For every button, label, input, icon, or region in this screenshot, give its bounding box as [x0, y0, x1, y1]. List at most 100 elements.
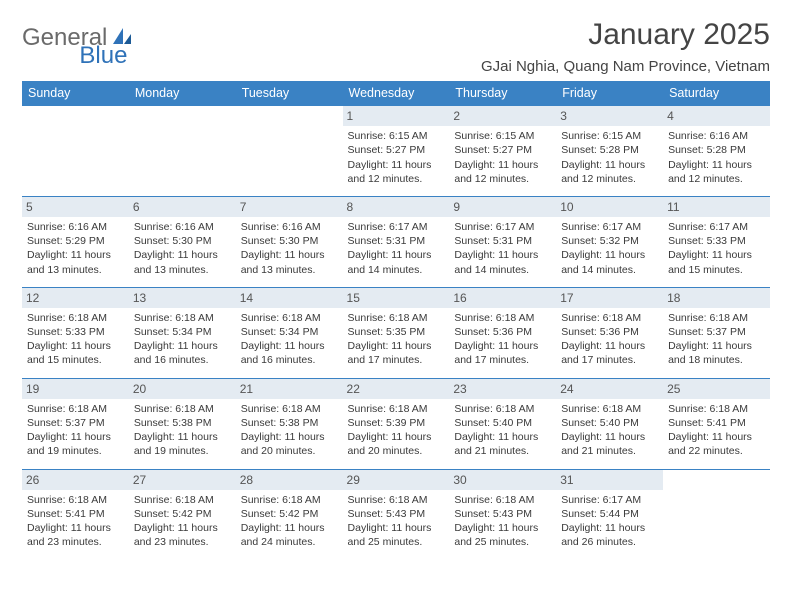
daylight-line-1: Daylight: 11 hours: [561, 248, 658, 262]
sunset-line: Sunset: 5:41 PM: [668, 416, 765, 430]
daylight-line-2: and 15 minutes.: [668, 263, 765, 277]
sunrise-line: Sunrise: 6:18 AM: [134, 402, 231, 416]
sunrise-line: Sunrise: 6:17 AM: [561, 220, 658, 234]
sunrise-line: Sunrise: 6:18 AM: [454, 402, 551, 416]
sunset-line: Sunset: 5:43 PM: [348, 507, 445, 521]
sunset-line: Sunset: 5:44 PM: [561, 507, 658, 521]
calendar-cell: 4Sunrise: 6:16 AMSunset: 5:28 PMDaylight…: [663, 106, 770, 197]
daylight-line-2: and 21 minutes.: [454, 444, 551, 458]
sunrise-line: Sunrise: 6:18 AM: [668, 311, 765, 325]
sunrise-line: Sunrise: 6:17 AM: [668, 220, 765, 234]
daylight-line-2: and 13 minutes.: [241, 263, 338, 277]
day-number: 6: [129, 197, 236, 217]
sunrise-line: Sunrise: 6:18 AM: [27, 311, 124, 325]
calendar-cell: 30Sunrise: 6:18 AMSunset: 5:43 PMDayligh…: [449, 469, 556, 559]
sunset-line: Sunset: 5:37 PM: [668, 325, 765, 339]
daylight-line-1: Daylight: 11 hours: [27, 248, 124, 262]
daylight-line-2: and 16 minutes.: [241, 353, 338, 367]
calendar-cell: 29Sunrise: 6:18 AMSunset: 5:43 PMDayligh…: [343, 469, 450, 559]
day-number: 22: [343, 379, 450, 399]
weekday-header: Friday: [556, 81, 663, 106]
daylight-line-1: Daylight: 11 hours: [348, 158, 445, 172]
daylight-line-2: and 13 minutes.: [27, 263, 124, 277]
day-number: 25: [663, 379, 770, 399]
day-number: 8: [343, 197, 450, 217]
calendar-cell: 8Sunrise: 6:17 AMSunset: 5:31 PMDaylight…: [343, 196, 450, 287]
sunrise-line: Sunrise: 6:18 AM: [241, 311, 338, 325]
daylight-line-2: and 24 minutes.: [241, 535, 338, 549]
daylight-line-1: Daylight: 11 hours: [454, 521, 551, 535]
sunset-line: Sunset: 5:33 PM: [668, 234, 765, 248]
sunset-line: Sunset: 5:33 PM: [27, 325, 124, 339]
calendar-cell: 26Sunrise: 6:18 AMSunset: 5:41 PMDayligh…: [22, 469, 129, 559]
weekday-header: Wednesday: [343, 81, 450, 106]
calendar-row: 26Sunrise: 6:18 AMSunset: 5:41 PMDayligh…: [22, 469, 770, 559]
day-number: 5: [22, 197, 129, 217]
sunset-line: Sunset: 5:30 PM: [134, 234, 231, 248]
daylight-line-2: and 14 minutes.: [561, 263, 658, 277]
daylight-line-2: and 25 minutes.: [454, 535, 551, 549]
calendar-cell: 24Sunrise: 6:18 AMSunset: 5:40 PMDayligh…: [556, 378, 663, 469]
sunrise-line: Sunrise: 6:16 AM: [27, 220, 124, 234]
day-number: 16: [449, 288, 556, 308]
daylight-line-2: and 12 minutes.: [348, 172, 445, 186]
sunrise-line: Sunrise: 6:18 AM: [27, 493, 124, 507]
sunrise-line: Sunrise: 6:16 AM: [241, 220, 338, 234]
weekday-header: Thursday: [449, 81, 556, 106]
day-number: 10: [556, 197, 663, 217]
day-number: 14: [236, 288, 343, 308]
sunset-line: Sunset: 5:32 PM: [561, 234, 658, 248]
daylight-line-1: Daylight: 11 hours: [668, 158, 765, 172]
day-number: 23: [449, 379, 556, 399]
sunrise-line: Sunrise: 6:18 AM: [241, 402, 338, 416]
calendar-cell: 1Sunrise: 6:15 AMSunset: 5:27 PMDaylight…: [343, 106, 450, 197]
daylight-line-1: Daylight: 11 hours: [134, 248, 231, 262]
sunset-line: Sunset: 5:38 PM: [241, 416, 338, 430]
sunset-line: Sunset: 5:27 PM: [454, 143, 551, 157]
daylight-line-2: and 23 minutes.: [27, 535, 124, 549]
daylight-line-2: and 14 minutes.: [454, 263, 551, 277]
sunset-line: Sunset: 5:30 PM: [241, 234, 338, 248]
sunrise-line: Sunrise: 6:18 AM: [27, 402, 124, 416]
sunrise-line: Sunrise: 6:18 AM: [134, 311, 231, 325]
day-number: 1: [343, 106, 450, 126]
calendar-cell: 19Sunrise: 6:18 AMSunset: 5:37 PMDayligh…: [22, 378, 129, 469]
daylight-line-2: and 17 minutes.: [454, 353, 551, 367]
calendar-row: 1 Sunrise: 6:15 AM Sunset: 5:27 PM Daylight…: [22, 106, 770, 197]
daylight-line-2: and 16 minutes.: [134, 353, 231, 367]
daylight-line-2: and 23 minutes.: [134, 535, 231, 549]
daylight-line-1: Daylight: 11 hours: [27, 339, 124, 353]
day-number: 3: [556, 106, 663, 126]
daylight-line-2: and 21 minutes.: [561, 444, 658, 458]
daylight-line-1: Daylight: 11 hours: [348, 430, 445, 444]
calendar-cell: 21Sunrise: 6:18 AMSunset: 5:38 PMDayligh…: [236, 378, 343, 469]
calendar-cell: 27Sunrise: 6:18 AMSunset: 5:42 PMDayligh…: [129, 469, 236, 559]
daylight-line-1: Daylight: 11 hours: [348, 248, 445, 262]
daylight-line-1: Daylight: 11 hours: [561, 521, 658, 535]
calendar-cell: 7Sunrise: 6:16 AMSunset: 5:30 PMDaylight…: [236, 196, 343, 287]
sunset-line: Sunset: 5:40 PM: [454, 416, 551, 430]
calendar-cell: 2Sunrise: 6:15 AMSunset: 5:27 PMDaylight…: [449, 106, 556, 197]
day-number: 7: [236, 197, 343, 217]
calendar-cell: 25Sunrise: 6:18 AMSunset: 5:41 PMDayligh…: [663, 378, 770, 469]
sunrise-line: Sunrise: 6:15 AM: [561, 129, 658, 143]
sunset-line: Sunset: 5:28 PM: [561, 143, 658, 157]
calendar-cell: 13Sunrise: 6:18 AMSunset: 5:34 PMDayligh…: [129, 287, 236, 378]
daylight-line-1: Daylight: 11 hours: [348, 521, 445, 535]
sunrise-line: Sunrise: 6:18 AM: [454, 493, 551, 507]
page-title: January 2025: [481, 18, 770, 52]
sunrise-line: Sunrise: 6:18 AM: [454, 311, 551, 325]
sunrise-line: Sunrise: 6:17 AM: [561, 493, 658, 507]
day-number: 17: [556, 288, 663, 308]
daylight-line-2: and 19 minutes.: [27, 444, 124, 458]
calendar-cell: 16Sunrise: 6:18 AMSunset: 5:36 PMDayligh…: [449, 287, 556, 378]
calendar-cell: 23Sunrise: 6:18 AMSunset: 5:40 PMDayligh…: [449, 378, 556, 469]
day-number: 12: [22, 288, 129, 308]
sunset-line: Sunset: 5:39 PM: [348, 416, 445, 430]
day-number: 26: [22, 470, 129, 490]
title-block: January 2025 GJai Nghia, Quang Nam Provi…: [481, 18, 770, 75]
calendar-body: 1 Sunrise: 6:15 AM Sunset: 5:27 PM Daylight…: [22, 106, 770, 560]
daylight-line-1: Daylight: 11 hours: [561, 158, 658, 172]
sunrise-line: Sunrise: 6:18 AM: [241, 493, 338, 507]
sunrise-line: Sunrise: 6:18 AM: [561, 402, 658, 416]
